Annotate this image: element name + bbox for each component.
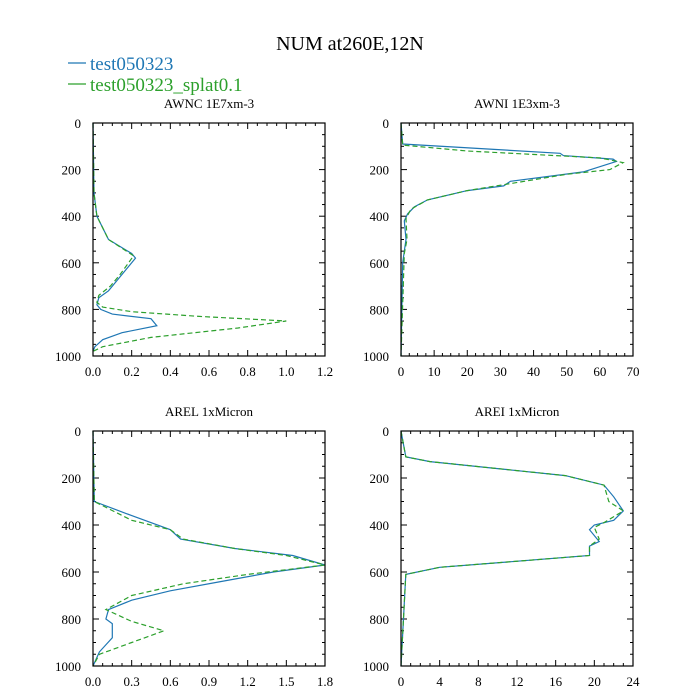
x-tick-label: 0.0 (85, 674, 101, 689)
legend-label-1: test050323_splat0.1 (90, 75, 243, 96)
x-tick-label: 0.6 (201, 364, 218, 379)
y-tick-label: 400 (370, 209, 390, 224)
y-tick-label: 800 (370, 612, 390, 627)
y-tick-label: 0 (383, 116, 390, 131)
y-tick-label: 0 (75, 424, 82, 439)
y-tick-label: 600 (370, 565, 390, 580)
x-tick-label: 1.2 (240, 674, 256, 689)
x-tick-label: 1.5 (278, 674, 294, 689)
plot-frame (400, 122, 634, 357)
x-tick-label: 0.0 (85, 364, 101, 379)
x-tick-label: 8 (475, 674, 482, 689)
series-line-1 (92, 122, 287, 352)
y-tick-label: 600 (62, 565, 82, 580)
x-tick-label: 0.3 (124, 674, 140, 689)
x-tick-label: 0 (398, 364, 405, 379)
y-tick-label: 400 (370, 518, 390, 533)
panels: AWNC 1E7xm-30.0 0.2 0.4 0.6 0.8 1.0 1.20200400… (55, 96, 640, 689)
x-tick-label: 0.2 (124, 364, 140, 379)
y-tick-label: 200 (370, 471, 390, 486)
y-tick-label: 1000 (55, 349, 81, 364)
series-line-0 (92, 430, 326, 667)
x-tick-label: 0.9 (201, 674, 217, 689)
chart-panel-1: AWNI 1E3xm-3 0 10 20 30 40 50 60 70 0 200 400 600 800… (363, 96, 640, 379)
legend-label-0: test050323 (90, 54, 173, 75)
x-tick-label: 4 (436, 674, 443, 689)
chart-title: AWNI 1E3xm-3 (474, 96, 560, 111)
x-tick-label: 16 (549, 674, 563, 689)
x-tick-label: 1.8 (317, 674, 333, 689)
y-tick-label: 200 (370, 163, 390, 178)
x-tick-label: 40 (527, 364, 540, 379)
y-tick-label: 400 (62, 518, 82, 533)
y-tick-label: 600 (62, 256, 82, 271)
x-tick-label: 0 (398, 674, 405, 689)
chart-title: AREI 1xMicron (475, 404, 560, 419)
x-tick-label: 20 (588, 674, 601, 689)
series-line-1 (400, 122, 625, 357)
x-tick-label: 20 (461, 364, 474, 379)
x-tick-label: 24 (627, 674, 641, 689)
legend: test050323 test050323_splat0.1 (68, 54, 243, 96)
series-line-0 (400, 122, 618, 357)
y-tick-label: 1000 (363, 659, 389, 674)
y-tick-label: 800 (370, 302, 390, 317)
chart-panel-0: AWNC 1E7xm-3 0.0 0.2 0.4 0.6 0.8 1.0 1.2 0 200 400… (55, 96, 333, 379)
y-tick-label: 200 (62, 471, 82, 486)
chart-title: AREL 1xMicron (165, 404, 253, 419)
x-tick-label: 0.4 (162, 364, 179, 379)
y-tick-label: 800 (62, 302, 82, 317)
y-tick-label: 1000 (55, 659, 81, 674)
x-tick-label: 0.8 (240, 364, 256, 379)
series-line-0 (92, 122, 158, 352)
plot-frame (92, 122, 326, 357)
x-tick-label: 70 (627, 364, 640, 379)
x-tick-label: 50 (560, 364, 573, 379)
chart-panel-2: AREL 1xMicron 0.0 0.3 0.6 0.9 1.2 1.5 1.8 0 200 40… (55, 404, 333, 689)
x-tick-label: 30 (494, 364, 507, 379)
x-tick-label: 12 (511, 674, 524, 689)
y-tick-label: 600 (370, 256, 390, 271)
y-tick-label: 400 (62, 209, 82, 224)
figure-title: NUM at260E,12N (276, 33, 424, 55)
x-tick-label: 0.6 (162, 674, 179, 689)
x-tick-label: 1.2 (317, 364, 333, 379)
y-tick-label: 200 (62, 163, 82, 178)
x-tick-label: 10 (428, 364, 441, 379)
y-tick-label: 0 (75, 116, 82, 131)
series-line-1 (400, 430, 625, 667)
chart-title: AWNC 1E7xm-3 (164, 96, 254, 111)
y-tick-label: 800 (62, 612, 82, 627)
series-line-1 (92, 430, 326, 667)
x-tick-label: 60 (593, 364, 606, 379)
chart-panel-3: AREI 1xMicron 0 4 8 12 16 20 24 0 200 400 600 800 100… (363, 404, 640, 689)
x-tick-label: 1.0 (278, 364, 294, 379)
plot-frame (400, 430, 634, 667)
y-tick-label: 1000 (363, 349, 389, 364)
plot-frame (92, 430, 326, 667)
y-tick-label: 0 (383, 424, 390, 439)
